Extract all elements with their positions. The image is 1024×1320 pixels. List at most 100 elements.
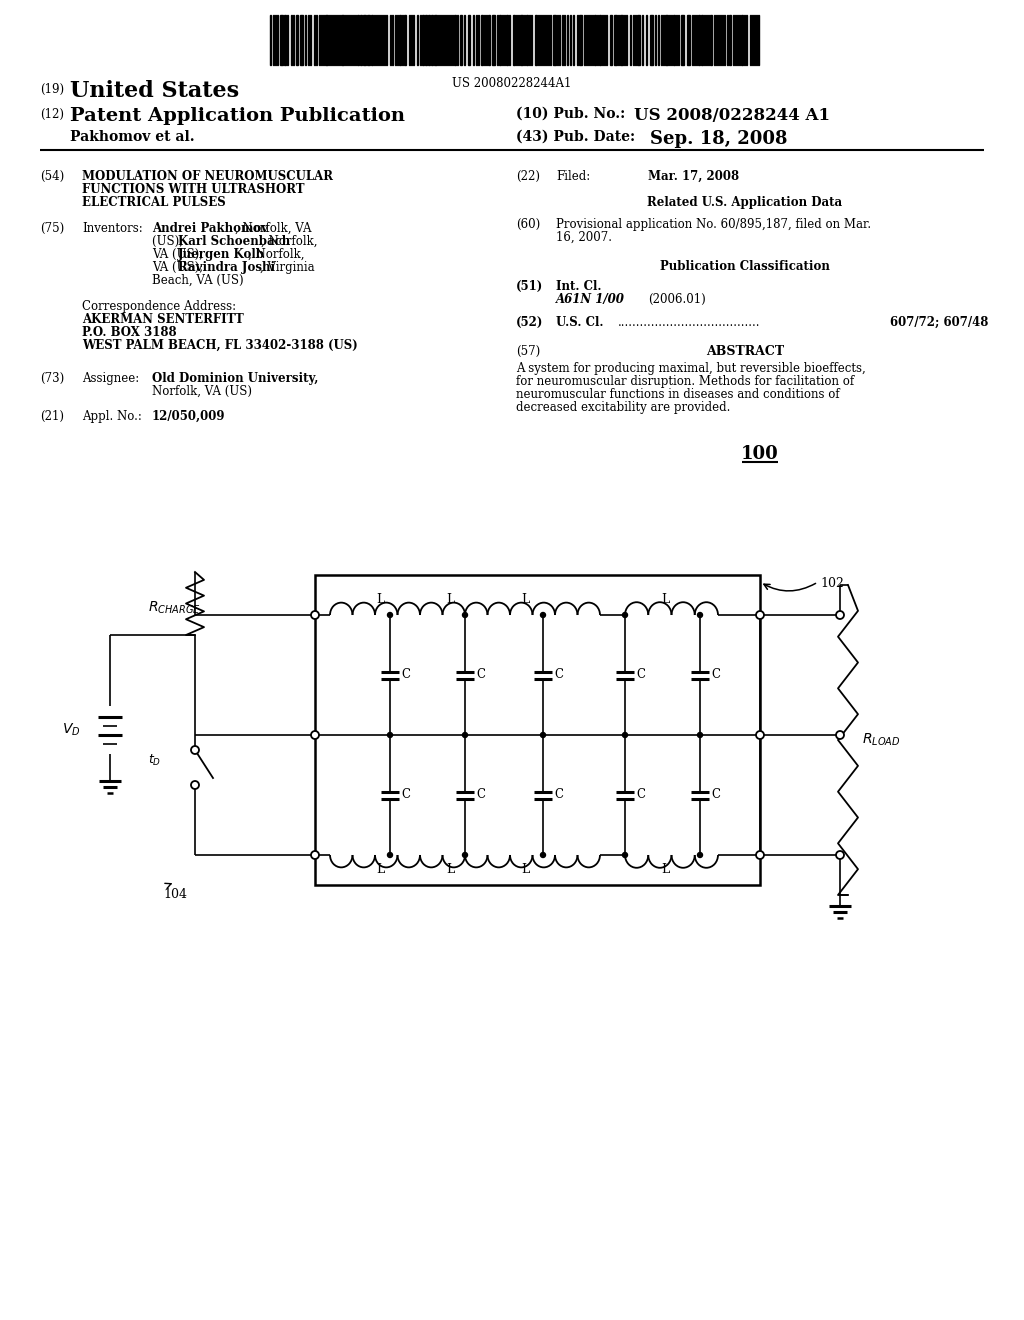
- Text: MODULATION OF NEUROMUSCULAR: MODULATION OF NEUROMUSCULAR: [82, 170, 333, 183]
- Bar: [620, 15, 623, 65]
- Text: L: L: [376, 863, 384, 876]
- Bar: [506, 15, 508, 65]
- Bar: [520, 15, 523, 65]
- Text: L: L: [376, 593, 384, 606]
- Text: $t_D$: $t_D$: [148, 752, 161, 767]
- Bar: [637, 15, 640, 65]
- Bar: [499, 15, 501, 65]
- Bar: [481, 15, 483, 65]
- Text: $R_{CHARGE}$: $R_{CHARGE}$: [148, 599, 201, 616]
- Text: Assignee:: Assignee:: [82, 372, 139, 385]
- Bar: [315, 576, 760, 884]
- Circle shape: [697, 733, 702, 738]
- Text: (54): (54): [40, 170, 65, 183]
- Bar: [325, 15, 328, 65]
- Text: , Norfolk,: , Norfolk,: [261, 235, 317, 248]
- Bar: [710, 15, 712, 65]
- Text: ABSTRACT: ABSTRACT: [706, 345, 784, 358]
- Text: Appl. No.:: Appl. No.:: [82, 411, 142, 422]
- Text: VA (US);: VA (US);: [152, 261, 207, 275]
- Bar: [428, 15, 430, 65]
- Circle shape: [623, 733, 628, 738]
- Text: US 2008/0228244 A1: US 2008/0228244 A1: [634, 107, 830, 124]
- Text: (12): (12): [40, 108, 63, 121]
- Circle shape: [836, 611, 844, 619]
- Text: Andrei Pakhomov: Andrei Pakhomov: [152, 222, 268, 235]
- Bar: [681, 15, 684, 65]
- Text: 12/050,009: 12/050,009: [152, 411, 225, 422]
- Text: L: L: [445, 863, 454, 876]
- Text: Sep. 18, 2008: Sep. 18, 2008: [650, 129, 787, 148]
- Text: C: C: [711, 668, 720, 681]
- Text: Inventors:: Inventors:: [82, 222, 142, 235]
- Bar: [701, 15, 703, 65]
- Text: Old Dominion University,: Old Dominion University,: [152, 372, 318, 385]
- Text: WEST PALM BEACH, FL 33402-3188 (US): WEST PALM BEACH, FL 33402-3188 (US): [82, 339, 357, 352]
- Text: Int. Cl.: Int. Cl.: [556, 280, 601, 293]
- Text: C: C: [401, 668, 410, 681]
- Text: 100: 100: [741, 445, 779, 463]
- Circle shape: [387, 733, 392, 738]
- Text: A system for producing maximal, but reversible bioeffects,: A system for producing maximal, but reve…: [516, 362, 865, 375]
- Circle shape: [756, 731, 764, 739]
- Bar: [422, 15, 424, 65]
- Text: $R_{LOAD}$: $R_{LOAD}$: [862, 731, 900, 748]
- Bar: [360, 15, 362, 65]
- Text: neuromuscular functions in diseases and conditions of: neuromuscular functions in diseases and …: [516, 388, 840, 401]
- Bar: [404, 15, 406, 65]
- Text: L: L: [660, 863, 669, 876]
- Bar: [614, 15, 617, 65]
- Bar: [425, 15, 427, 65]
- Text: Norfolk, VA (US): Norfolk, VA (US): [152, 385, 252, 399]
- Bar: [284, 15, 286, 65]
- Bar: [687, 15, 690, 65]
- Bar: [594, 15, 596, 65]
- Text: Pakhomov et al.: Pakhomov et al.: [70, 129, 195, 144]
- Bar: [468, 15, 470, 65]
- Bar: [526, 15, 528, 65]
- Bar: [492, 15, 495, 65]
- Text: L: L: [521, 863, 529, 876]
- Circle shape: [311, 611, 319, 619]
- Text: C: C: [636, 668, 645, 681]
- Text: C: C: [476, 668, 485, 681]
- Text: FUNCTIONS WITH ULTRASHORT: FUNCTIONS WITH ULTRASHORT: [82, 183, 304, 195]
- Text: Juergen Kolb: Juergen Kolb: [178, 248, 265, 261]
- Circle shape: [623, 853, 628, 858]
- Bar: [665, 15, 668, 65]
- Circle shape: [836, 851, 844, 859]
- Text: C: C: [401, 788, 410, 801]
- Text: Correspondence Address:: Correspondence Address:: [82, 300, 237, 313]
- Text: U.S. Cl.: U.S. Cl.: [556, 315, 603, 329]
- Circle shape: [311, 731, 319, 739]
- Bar: [341, 15, 344, 65]
- Text: (2006.01): (2006.01): [648, 293, 706, 306]
- Text: L: L: [521, 593, 529, 606]
- Bar: [729, 15, 731, 65]
- Circle shape: [541, 612, 546, 618]
- Text: C: C: [554, 788, 563, 801]
- Text: Publication Classification: Publication Classification: [660, 260, 829, 273]
- Circle shape: [697, 853, 702, 858]
- Bar: [371, 15, 373, 65]
- Bar: [460, 15, 462, 65]
- Bar: [300, 15, 303, 65]
- Circle shape: [463, 733, 468, 738]
- Bar: [454, 15, 456, 65]
- Circle shape: [387, 612, 392, 618]
- Bar: [610, 15, 612, 65]
- Text: 102: 102: [820, 577, 844, 590]
- Text: 104: 104: [163, 888, 187, 902]
- Text: 16, 2007.: 16, 2007.: [556, 231, 612, 244]
- Text: , Norfolk, VA: , Norfolk, VA: [234, 222, 311, 235]
- Text: US 20080228244A1: US 20080228244A1: [453, 77, 571, 90]
- Text: Mar. 17, 2008: Mar. 17, 2008: [648, 170, 739, 183]
- Text: (22): (22): [516, 170, 540, 183]
- Text: Related U.S. Application Data: Related U.S. Application Data: [647, 195, 843, 209]
- Bar: [599, 15, 601, 65]
- Circle shape: [463, 853, 468, 858]
- Text: United States: United States: [70, 81, 240, 102]
- Text: (60): (60): [516, 218, 541, 231]
- Bar: [367, 15, 370, 65]
- Text: $V_D$: $V_D$: [62, 722, 81, 738]
